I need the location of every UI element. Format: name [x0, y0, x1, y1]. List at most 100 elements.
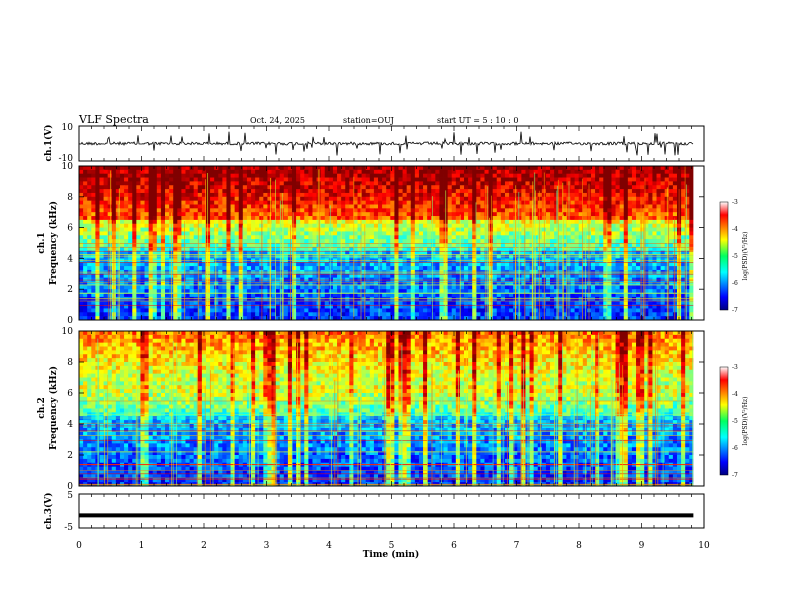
spec1-cell: [599, 208, 604, 213]
spec1-cell: [451, 173, 457, 178]
spec1-cell: [205, 246, 211, 252]
spec1-cell: [603, 212, 608, 217]
spec1-cell: [599, 192, 604, 198]
spec1-cell: [607, 231, 612, 236]
spec1-cell: [201, 285, 207, 290]
spec1-cell: [402, 289, 408, 294]
spec1-cell: [529, 216, 535, 221]
spec1-cell: [177, 266, 182, 271]
spec1-cell: [451, 219, 457, 225]
spec1-cell: [177, 262, 182, 267]
spec1-cell: [492, 227, 498, 232]
spec1-cell: [136, 250, 141, 255]
spec1-cell: [631, 200, 637, 205]
spec1-cell: [672, 235, 678, 240]
spec1-cell: [312, 212, 317, 217]
spec1-cell: [402, 281, 408, 286]
spec1-cell: [418, 177, 424, 182]
spec1-cell: [636, 289, 641, 294]
spec1-cell: [439, 289, 444, 294]
spec1-cell: [496, 181, 502, 186]
spec1-cell: [156, 281, 162, 286]
spec1-cell: [357, 181, 363, 186]
spec1-cell: [578, 285, 584, 290]
spec1-cell: [414, 231, 420, 236]
spec1-cell: [459, 196, 465, 202]
spec1-cell: [87, 177, 92, 182]
spec1-cell: [607, 185, 612, 190]
spec1-cell: [640, 177, 645, 182]
spec1-cell: [480, 200, 485, 205]
spec1-cell: [611, 223, 616, 228]
spec1-cell: [91, 189, 96, 194]
spec1-cell: [365, 166, 371, 171]
spec1-cell: [234, 235, 240, 240]
spec1-cell: [160, 192, 166, 198]
spec1-cell: [320, 181, 326, 186]
spec1-cell: [353, 231, 358, 236]
spec1-cell: [558, 200, 563, 205]
spec1-cell: [562, 250, 567, 255]
spec1-cell: [689, 235, 694, 240]
spec1-cell: [349, 266, 354, 271]
spec1-cell: [590, 173, 596, 178]
spec1-cell: [296, 246, 301, 252]
spec1-cell: [435, 262, 440, 267]
spec1-cell: [574, 227, 580, 232]
spec1-cell: [210, 246, 215, 252]
spec1-cell: [193, 285, 199, 290]
spec1-cell: [500, 196, 506, 202]
spec1-cell: [165, 235, 170, 240]
spec1-cell: [300, 173, 305, 178]
spec1-cell: [480, 227, 485, 232]
spec1-cell: [611, 285, 616, 290]
spec1-cell: [226, 235, 231, 240]
spec1-cell: [205, 196, 211, 202]
spec1-cell: [267, 173, 272, 178]
spec1-cell: [627, 266, 633, 271]
spec1-cell: [320, 173, 326, 178]
spec1-cell: [119, 277, 125, 282]
spec1-cell: [337, 177, 342, 182]
spec1-cell: [357, 243, 363, 248]
spec1-cell: [136, 285, 141, 290]
spec1-cell: [689, 277, 694, 282]
spec1-cell: [345, 289, 350, 294]
spec1-cell: [431, 277, 436, 282]
spec1-cell: [418, 208, 424, 213]
spec1-cell: [492, 181, 498, 186]
spec1-cell: [320, 208, 326, 213]
spec1-cell: [87, 266, 92, 271]
spec1-cell: [464, 273, 469, 279]
spec1-cell: [103, 262, 109, 267]
spec1-cell: [353, 200, 358, 205]
spec1-cell: [689, 196, 694, 202]
spec1-cell: [214, 219, 219, 225]
spec1-cell: [410, 281, 416, 286]
spec1-cell: [480, 281, 485, 286]
spec1-cell: [660, 166, 666, 171]
spec1-cell: [369, 281, 375, 286]
spec1-cell: [173, 169, 178, 175]
spec1-cell: [136, 273, 141, 279]
spec1-cell: [406, 181, 412, 186]
spec1-cell: [99, 277, 104, 282]
spec1-cell: [87, 223, 92, 228]
spec1-cell: [341, 289, 346, 294]
spec1-cell: [447, 227, 453, 232]
spec1-cell: [537, 219, 543, 225]
spec1-cell: [459, 216, 465, 221]
spec1-cell: [529, 273, 535, 279]
spec1-cell: [193, 216, 199, 221]
spec1-cell: [459, 243, 465, 248]
spec1-cell: [107, 277, 113, 282]
spec1-cell: [193, 173, 199, 178]
spec1-cell: [328, 223, 334, 228]
spec1-cell: [193, 166, 199, 171]
spec1-cell: [496, 192, 502, 198]
spec1-cell: [492, 262, 498, 267]
spec1-cell: [251, 212, 256, 217]
spec1-cell: [570, 196, 575, 202]
spec1-cell: [193, 235, 199, 240]
